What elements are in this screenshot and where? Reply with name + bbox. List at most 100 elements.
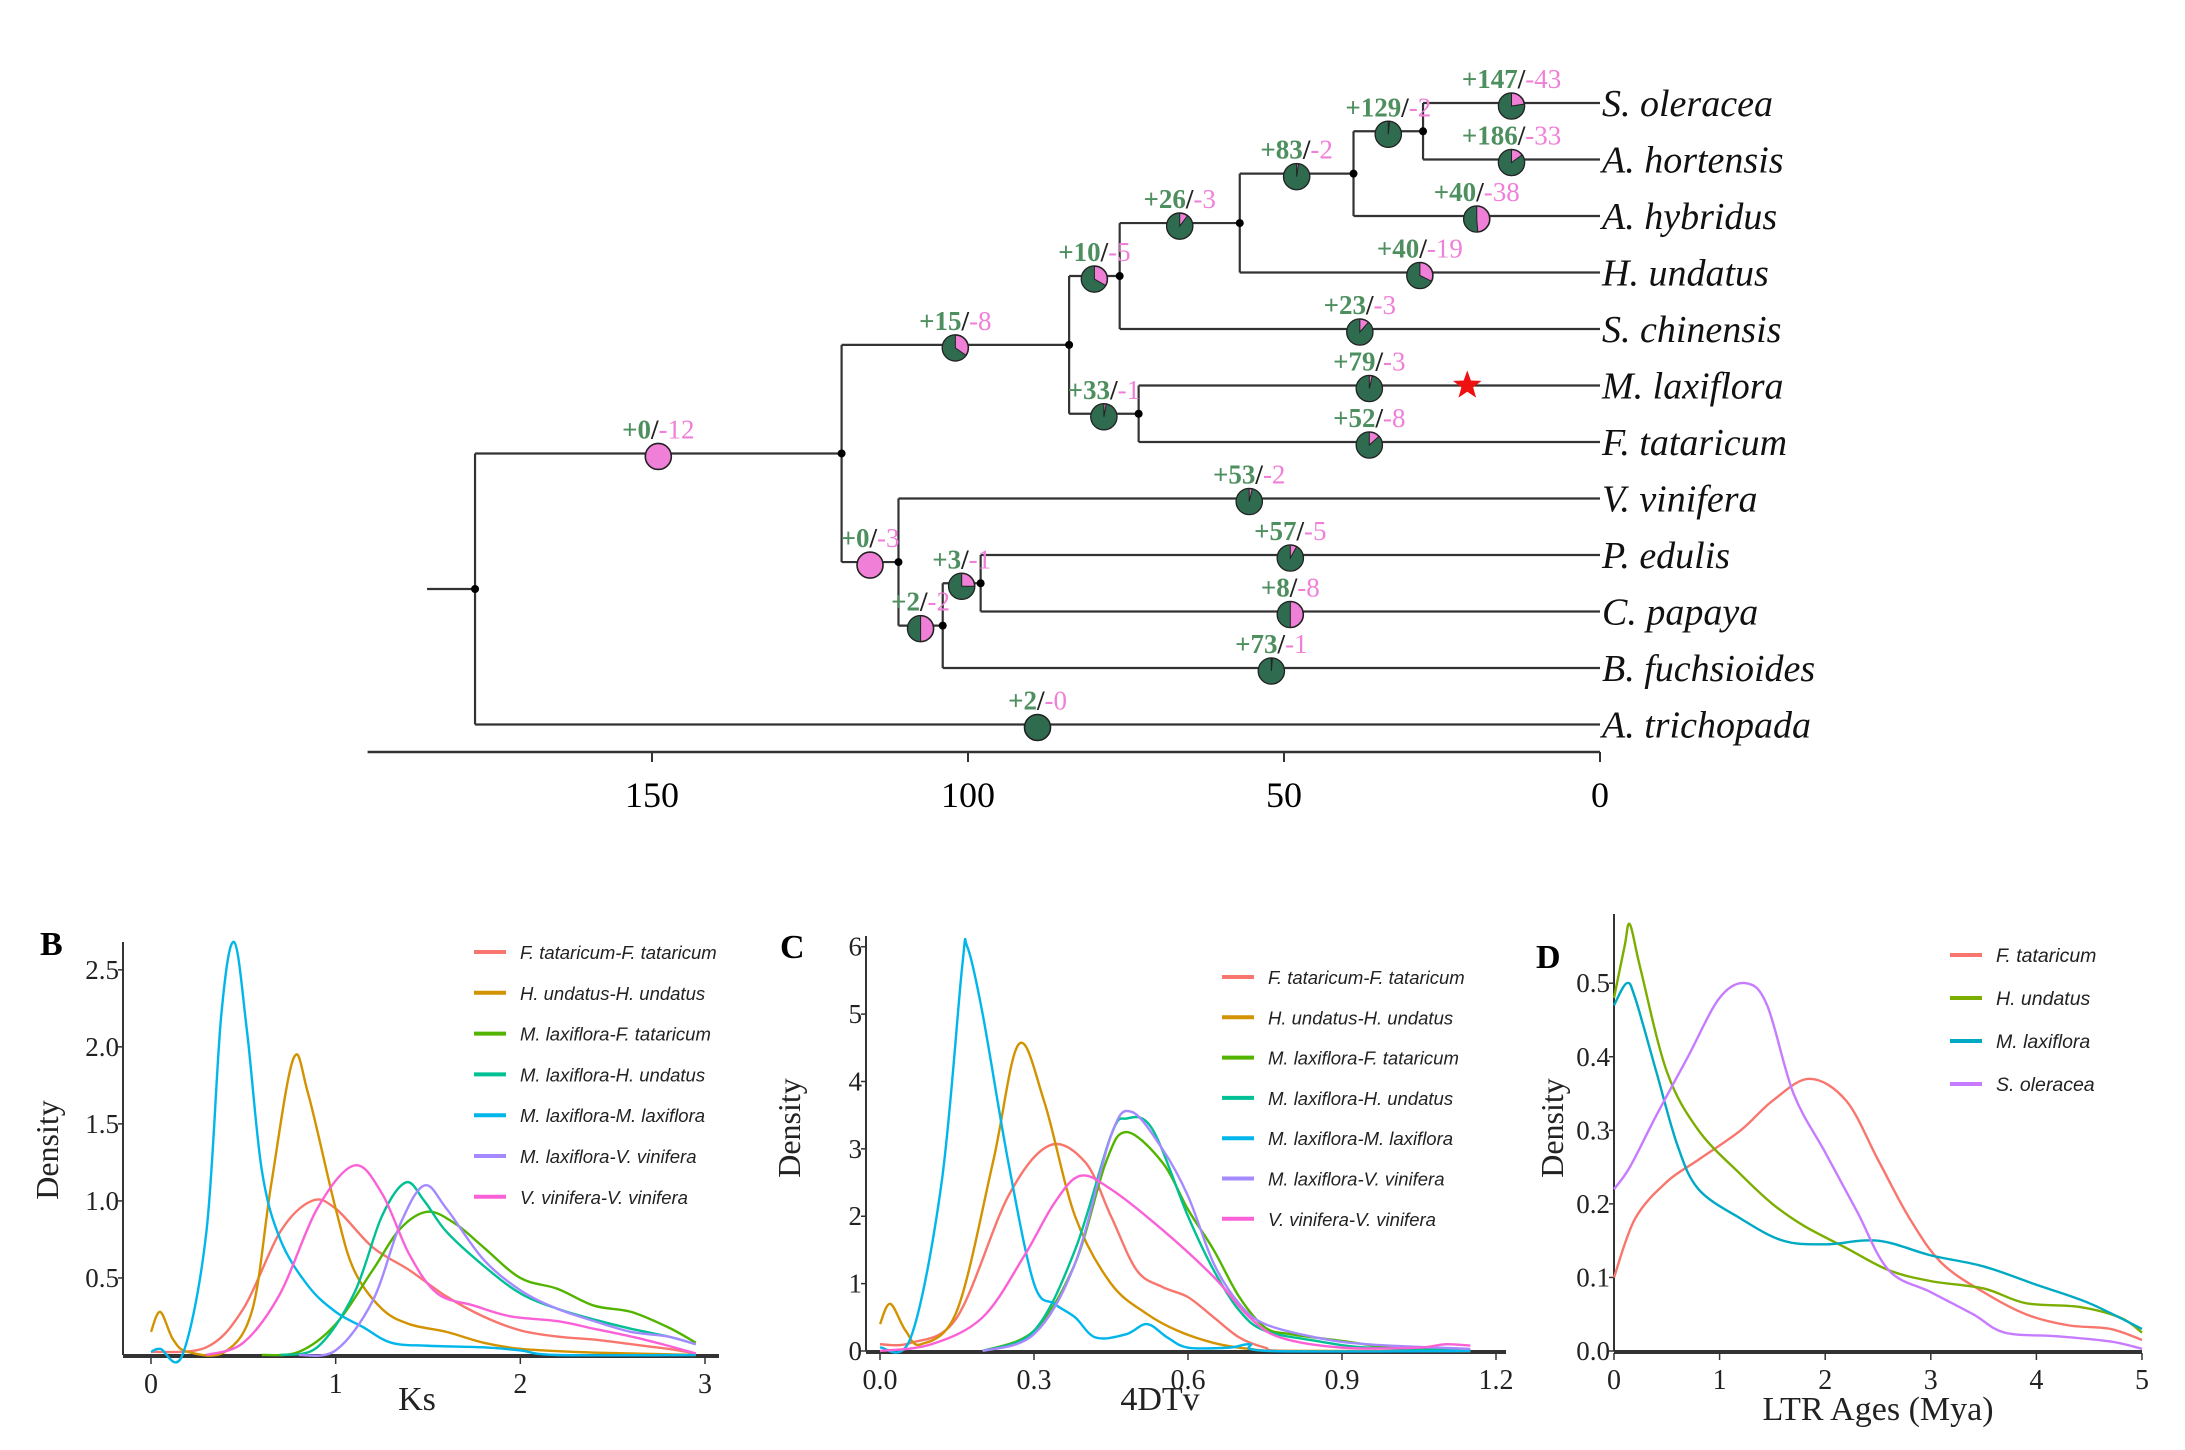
gain-count: +83 xyxy=(1260,135,1302,165)
gain-count: +0 xyxy=(841,523,870,553)
x-axis-title: Ks xyxy=(398,1381,436,1418)
density-curve xyxy=(298,1184,697,1357)
density-curve xyxy=(280,1180,697,1357)
separator: / xyxy=(1375,403,1384,433)
gain-loss-pie xyxy=(1235,487,1264,516)
pie-gain-sector xyxy=(1235,487,1263,515)
gain-loss-pie xyxy=(856,551,884,579)
gain-count: +0 xyxy=(622,414,651,444)
legend-label: M. laxiflora-M. laxiflora xyxy=(520,1105,705,1126)
y-tick-label: 5 xyxy=(849,999,863,1029)
pie-gain-sector xyxy=(1463,205,1479,233)
loss-count: -1 xyxy=(969,544,992,574)
loss-count: -2 xyxy=(928,587,951,617)
star-icon xyxy=(1453,370,1482,398)
loss-count: -2 xyxy=(1310,135,1333,165)
legend-label: M. laxiflora-H. undatus xyxy=(1268,1088,1453,1109)
gain-count: +147 xyxy=(1462,64,1518,94)
x-tick-label: 5 xyxy=(2135,1365,2149,1396)
x-tick-label: 2 xyxy=(1818,1365,1832,1396)
legend-label: V. vinifera-V. vinifera xyxy=(1268,1209,1436,1230)
legend-label: M. laxiflora xyxy=(1996,1031,2090,1053)
gain-count: +129 xyxy=(1345,92,1401,122)
y-axis-title: Density xyxy=(1534,1078,1570,1178)
x-tick-label: 4 xyxy=(2029,1365,2043,1396)
gain-loss-pie xyxy=(1462,205,1491,233)
legend-label: M. laxiflora-M. laxiflora xyxy=(1268,1128,1453,1149)
separator: / xyxy=(919,587,928,617)
gain-count: +40 xyxy=(1377,234,1419,264)
gain-loss-pie xyxy=(1406,261,1434,290)
density-curve xyxy=(982,1130,1471,1353)
loss-count: -2 xyxy=(1263,460,1286,490)
tree-node-dot xyxy=(894,558,903,567)
x-tick-label: 1.2 xyxy=(1479,1365,1514,1396)
species-label: S. chinensis xyxy=(1602,309,1781,351)
panel-letter: B xyxy=(40,926,63,963)
gain-count: +40 xyxy=(1434,177,1476,207)
gain-count: +3 xyxy=(932,544,961,574)
y-tick-label: 0.0 xyxy=(1576,1336,1610,1366)
panel-a-phylogeny: S. oleracea A. hortensis A. hybridus H. und… xyxy=(367,64,1815,815)
pie-gain-sector xyxy=(1283,163,1311,191)
separator: / xyxy=(1375,347,1384,377)
loss-count: -12 xyxy=(659,414,695,444)
tree-node-dot xyxy=(976,579,985,588)
panel-c-4dtv-density: 0 1 2 3 4 5 6 0.0 0.3 0.6 0.9 1.2 4DTv Density C F. tat… xyxy=(771,929,1514,1418)
species-label: F. tataricum xyxy=(1601,422,1787,464)
gain-loss-label: +186/-33 xyxy=(1462,121,1561,151)
legend-label: M. laxiflora-F. tataricum xyxy=(520,1024,711,1045)
y-tick-label: 0.1 xyxy=(1576,1262,1610,1292)
gain-loss-label: +3/-1 xyxy=(932,544,991,574)
density-curve xyxy=(149,1053,696,1357)
loss-count: -3 xyxy=(1193,184,1216,214)
separator: / xyxy=(960,544,969,574)
legend-label: F. tataricum xyxy=(1996,945,2096,967)
pie-gain-sector xyxy=(1355,431,1383,459)
legend-label: H. undatus-H. undatus xyxy=(1268,1007,1453,1028)
gain-loss-pie xyxy=(906,614,935,643)
panel-d-ltr-density: 0.0 0.1 0.2 0.3 0.4 0.5 0 1 2 3 4 5 LTR Ages (Mya) De… xyxy=(1534,914,2149,1428)
gain-loss-pie xyxy=(1257,657,1286,685)
pie-gain-sector xyxy=(1090,403,1118,431)
gain-loss-label: +79/-3 xyxy=(1333,347,1405,377)
y-tick-label: 0.5 xyxy=(1576,968,1610,998)
species-label: A. hybridus xyxy=(1599,196,1777,238)
gain-count: +15 xyxy=(919,306,961,336)
loss-count: -1 xyxy=(1285,629,1308,659)
loss-count: -8 xyxy=(969,306,992,336)
y-axis-title: Density xyxy=(29,1100,65,1200)
legend-label: M. laxiflora-H. undatus xyxy=(520,1064,705,1085)
legend-label: F. tataricum-F. tataricum xyxy=(520,942,717,963)
x-tick-label: 2 xyxy=(513,1369,527,1400)
gain-loss-pie xyxy=(644,442,673,471)
species-label: A. hortensis xyxy=(1599,140,1784,182)
gain-loss-pie xyxy=(1276,600,1305,629)
pie-base xyxy=(1023,713,1052,742)
tree-node-dot xyxy=(938,621,947,630)
separator: / xyxy=(1365,290,1374,320)
y-tick-label: 1 xyxy=(849,1269,863,1299)
gain-loss-pie xyxy=(1023,713,1052,742)
density-curve xyxy=(206,1164,697,1357)
density-curve xyxy=(879,1142,1471,1353)
loss-count: -33 xyxy=(1525,121,1561,151)
separator: / xyxy=(1185,184,1194,214)
loss-count: -8 xyxy=(1297,573,1320,603)
separator: / xyxy=(1254,460,1263,490)
pie-base xyxy=(644,442,673,471)
pie-gain-sector xyxy=(1346,318,1374,346)
gain-loss-label: +2/-2 xyxy=(891,587,950,617)
x-tick-label: 0.0 xyxy=(863,1365,898,1396)
tree-node-dot xyxy=(1134,409,1143,418)
gain-loss-pie xyxy=(1282,162,1311,191)
y-tick-label: 3 xyxy=(849,1134,863,1164)
pie-gain-sector xyxy=(1257,657,1285,685)
gain-loss-label: +73/-1 xyxy=(1235,629,1307,659)
gain-count: +23 xyxy=(1324,290,1366,320)
gain-count: +79 xyxy=(1333,347,1375,377)
legend-label: F. tataricum-F. tataricum xyxy=(1268,967,1465,988)
x-tick-label: 0.9 xyxy=(1325,1365,1360,1396)
gain-loss-pie xyxy=(1355,374,1384,403)
density-curve xyxy=(261,1210,697,1357)
